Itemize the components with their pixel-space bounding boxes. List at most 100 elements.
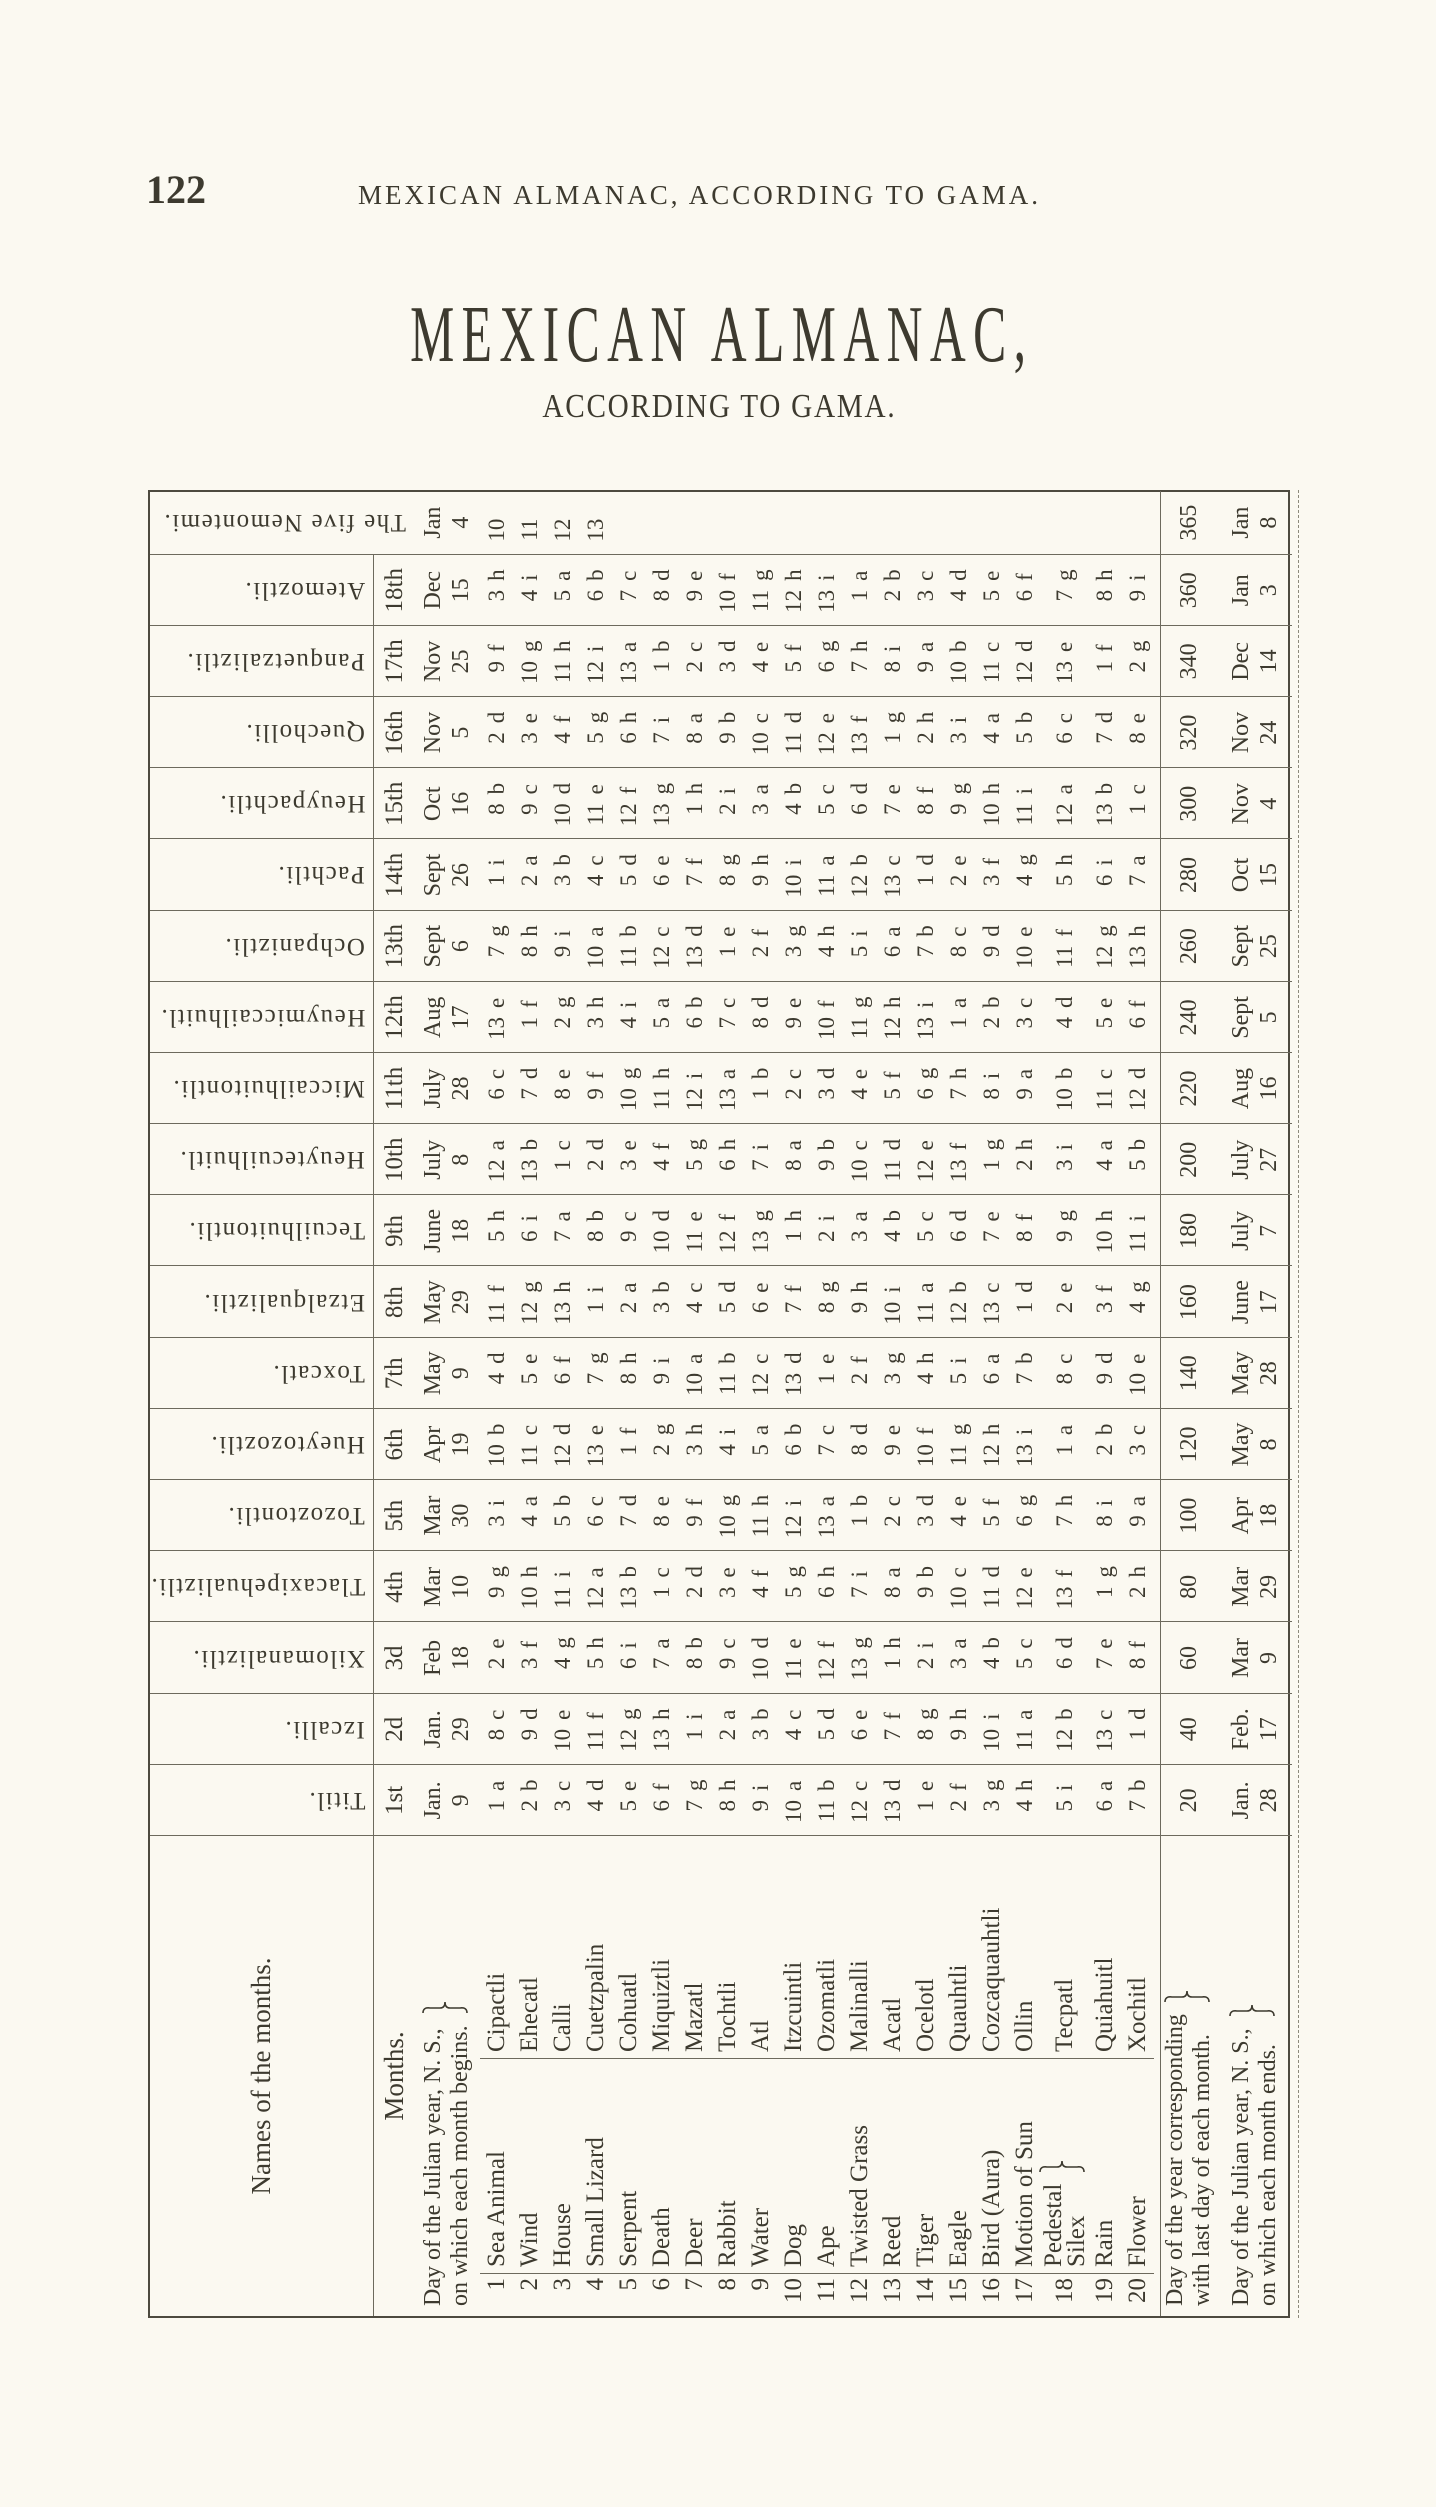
day-number: 4 — [979, 1657, 1004, 1670]
day-number: 5 — [1092, 1016, 1117, 1029]
day-number: 9 — [814, 1159, 839, 1171]
day-letter: h — [1012, 1779, 1037, 1792]
day-entry: 12 d — [1008, 626, 1041, 697]
day-number: 12 — [1125, 1088, 1150, 1112]
day-number: 3 — [946, 732, 971, 744]
begin-month: June — [420, 1208, 446, 1253]
day-letter: b — [517, 1779, 542, 1792]
day-letter: e — [616, 1780, 641, 1791]
day-sign-label: 18 Pedestal Silex Tecpatl — [1039, 1836, 1090, 2316]
end-day-of-year: 120 — [1160, 1408, 1217, 1481]
day-letter: d — [847, 1423, 872, 1436]
end-day-of-year: 20 — [1160, 1764, 1217, 1836]
day-letter: c — [484, 1709, 509, 1720]
day-letter: e — [484, 997, 509, 1008]
day-number: 7 — [781, 1301, 806, 1314]
month-end-date: Jan 3 — [1217, 555, 1292, 626]
day-letter: g — [583, 1352, 608, 1364]
day-number: 6 — [1052, 1657, 1077, 1670]
day-letter: a — [913, 641, 938, 652]
day-entry: 12 f — [810, 1622, 843, 1693]
day-number: 4 — [979, 732, 1004, 744]
day-letter: h — [814, 925, 839, 937]
day-entry: 13 a — [612, 626, 645, 697]
day-entry: 13 b — [612, 1551, 645, 1622]
day-sign-english-name: House — [549, 2203, 576, 2267]
day-letter: g — [847, 996, 872, 1008]
day-entry: 11 g — [942, 1409, 975, 1480]
day-sign-aztec: Miquiztli — [645, 1958, 678, 2059]
day-number: 6 — [1012, 1515, 1037, 1527]
month-name: Titil. — [307, 1786, 365, 1814]
month-begin-date: Nov 25 — [414, 626, 480, 697]
day-sign-number: 19 — [1088, 2273, 1121, 2316]
begin-month: Mar — [420, 1495, 446, 1536]
month-name: Quecholli. — [245, 719, 365, 747]
day-sign-english-name: Reed — [879, 2215, 906, 2267]
day-number: 4 — [946, 1515, 971, 1527]
day-letter: b — [814, 1138, 839, 1151]
day-number: 10 — [979, 803, 1004, 827]
day-entry: 13 a — [711, 1053, 744, 1124]
day-letter: i — [682, 1713, 707, 1720]
month-name-cell: Ochpaniztli. — [150, 910, 374, 982]
day-number: 6 — [1092, 874, 1117, 887]
month-end-date: Jan 8 — [1217, 491, 1292, 555]
day-number: 13 — [814, 589, 839, 613]
day-entry: 10 h — [513, 1551, 546, 1622]
day-letter: f — [1125, 1640, 1150, 1649]
day-number: 11 — [781, 1657, 806, 1680]
day-sign-aztec: Atl — [744, 2020, 777, 2059]
day-number: 2 — [1125, 1586, 1150, 1598]
day-number: 1 — [1012, 1301, 1037, 1314]
day-number: 11 — [517, 518, 542, 541]
begin-date-header: Day of the Julian year, N. S., on which e… — [414, 1836, 480, 2316]
day-number: 1 — [715, 945, 740, 958]
day-letter: h — [682, 782, 707, 795]
day-letter: b — [1092, 782, 1117, 795]
day-letter: h — [484, 569, 509, 581]
day-number: 12 — [1052, 803, 1077, 827]
day-letter: d — [880, 1779, 905, 1792]
day-letter: g — [616, 1708, 641, 1720]
day-number: 11 — [649, 1088, 674, 1111]
day-number: 7 — [1052, 589, 1077, 602]
end-day: 3 — [1255, 584, 1282, 597]
day-letter: a — [1052, 784, 1077, 795]
day-sign-number: 3 — [546, 2273, 579, 2316]
end-day-of-year: 280 — [1160, 839, 1217, 911]
day-number: 8 — [913, 803, 938, 815]
month-begin-date: July 28 — [414, 1053, 480, 1124]
day-number: 11 — [550, 661, 575, 684]
day-letter: f — [616, 786, 641, 795]
day-entry: 11 c — [513, 1409, 546, 1480]
begin-day: 10 — [448, 1574, 474, 1599]
day-number: 7 — [583, 1372, 608, 1385]
day-letter: b — [649, 640, 674, 653]
end-date-header-line: on which each month ends. — [1254, 2044, 1281, 2306]
day-number: 2 — [946, 874, 971, 887]
day-entry: 13 h — [1121, 911, 1154, 982]
day-number: 13 — [1052, 661, 1077, 684]
day-letter: d — [880, 1138, 905, 1151]
day-number: 8 — [946, 945, 971, 958]
day-entry: 10 a — [777, 1765, 810, 1836]
end-day-of-year: 180 — [1160, 1195, 1217, 1267]
day-sign-label: 17 Motion of Sun Ollin — [1008, 1836, 1041, 2316]
